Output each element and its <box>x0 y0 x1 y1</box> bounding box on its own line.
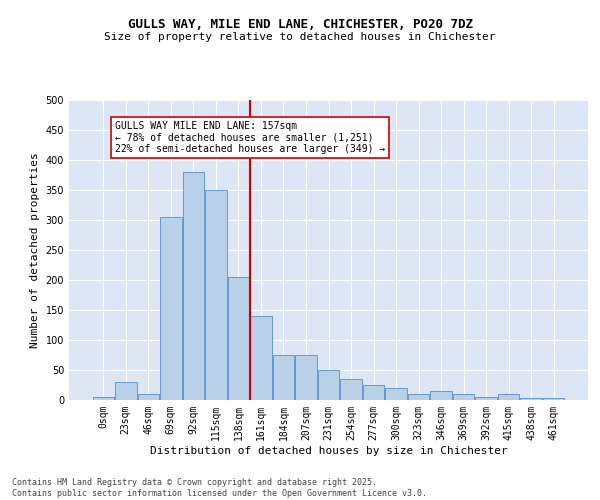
Bar <box>475 397 497 400</box>
Text: Contains HM Land Registry data © Crown copyright and database right 2025.
Contai: Contains HM Land Registry data © Crown c… <box>12 478 427 498</box>
Bar <box>160 217 182 400</box>
X-axis label: Distribution of detached houses by size in Chichester: Distribution of detached houses by size … <box>149 446 508 456</box>
Text: Size of property relative to detached houses in Chichester: Size of property relative to detached ho… <box>104 32 496 42</box>
Bar <box>543 398 565 400</box>
Text: GULLS WAY MILE END LANE: 157sqm
← 78% of detached houses are smaller (1,251)
22%: GULLS WAY MILE END LANE: 157sqm ← 78% of… <box>115 121 385 154</box>
Bar <box>385 388 407 400</box>
Bar <box>115 382 137 400</box>
Bar <box>498 394 520 400</box>
Bar <box>250 316 272 400</box>
Bar <box>318 370 339 400</box>
Y-axis label: Number of detached properties: Number of detached properties <box>30 152 40 348</box>
Bar <box>137 394 159 400</box>
Bar <box>363 385 384 400</box>
Bar <box>182 172 204 400</box>
Text: GULLS WAY, MILE END LANE, CHICHESTER, PO20 7DZ: GULLS WAY, MILE END LANE, CHICHESTER, PO… <box>128 18 473 30</box>
Bar <box>453 394 475 400</box>
Bar <box>92 397 114 400</box>
Bar <box>273 355 294 400</box>
Bar <box>205 190 227 400</box>
Bar <box>228 277 249 400</box>
Bar <box>408 394 429 400</box>
Bar <box>340 379 362 400</box>
Bar <box>295 355 317 400</box>
Bar <box>520 398 542 400</box>
Bar <box>430 391 452 400</box>
